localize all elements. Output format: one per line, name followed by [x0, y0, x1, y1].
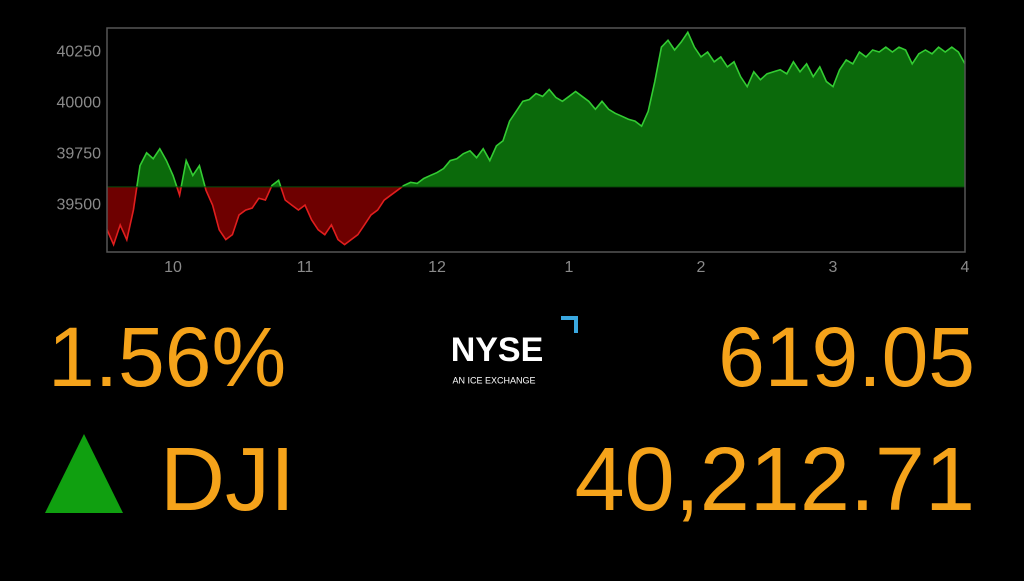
line-up — [136, 30, 965, 187]
area-up — [107, 32, 965, 187]
x-tick-label: 2 — [697, 259, 706, 276]
x-tick-label: 11 — [297, 259, 314, 276]
x-tick-label: 10 — [164, 259, 182, 276]
price: 40,212.71 — [575, 430, 975, 530]
x-tick-label: 4 — [961, 259, 970, 276]
up-arrow — [45, 434, 123, 513]
change-percent: 1.56% — [48, 310, 286, 404]
y-tick-label: 39750 — [57, 145, 102, 162]
logo-tagline: AN ICE EXCHANGE — [452, 375, 535, 385]
nyse-logo: NYSE AN ICE EXCHANGE — [451, 316, 578, 385]
y-tick-label: 39500 — [57, 196, 102, 213]
y-tick-label: 40250 — [57, 44, 102, 61]
x-tick-label: 3 — [829, 259, 838, 276]
points-change: 619.05 — [718, 310, 975, 404]
area-down — [107, 186, 403, 245]
plot-frame — [106, 27, 966, 253]
logo-name: NYSE — [451, 331, 544, 369]
x-tick-label: 1 — [565, 259, 574, 276]
y-tick-label: 40000 — [57, 95, 102, 112]
symbol: DJI — [160, 430, 295, 530]
line-down — [107, 186, 404, 247]
x-tick-label: 12 — [428, 259, 446, 276]
logo-corner — [561, 316, 578, 333]
